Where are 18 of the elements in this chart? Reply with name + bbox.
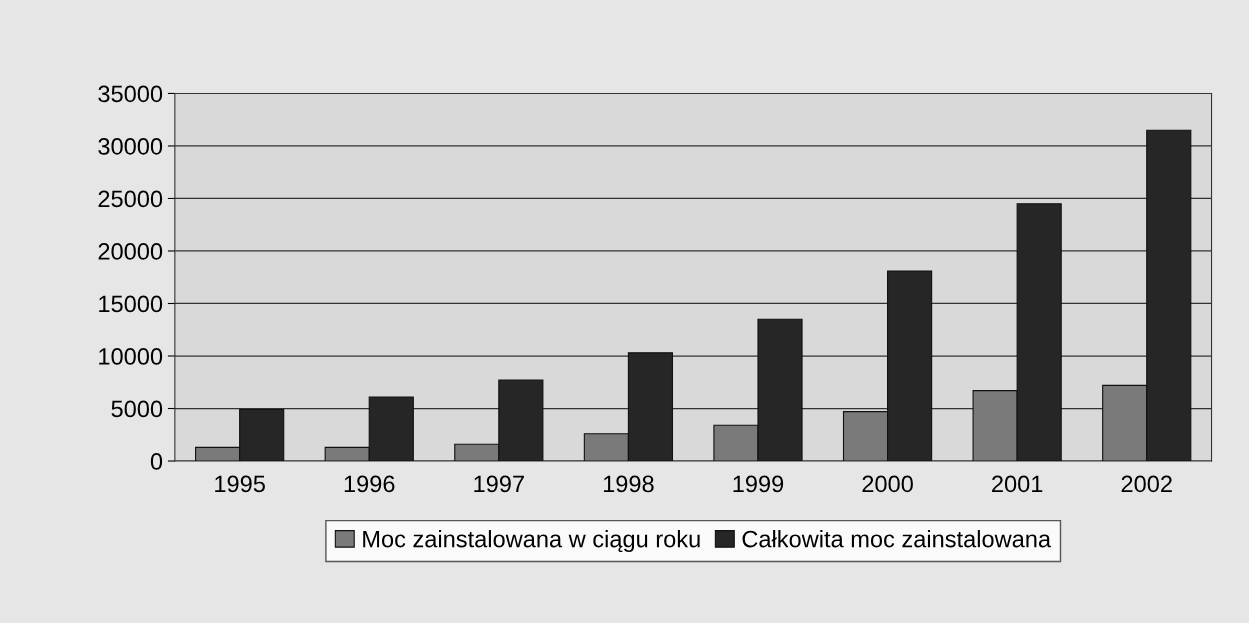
- y-tick-label: 30000: [98, 138, 163, 155]
- y-tick-label: 10000: [99, 348, 163, 365]
- x-tick-label: 2001: [992, 475, 1043, 493]
- y-tick-label: 20000: [98, 243, 163, 260]
- x-tick-label: 2000: [862, 475, 913, 493]
- y-tick-label: 5000: [111, 400, 163, 418]
- y-tick-label: 15000: [99, 295, 163, 313]
- x-tick-label: 1995: [215, 475, 265, 493]
- x-tick-label: 1996: [344, 475, 395, 493]
- x-tick-label: 1997: [474, 475, 524, 493]
- y-tick-label: 0: [150, 453, 163, 470]
- x-tick-label: 1999: [733, 475, 784, 493]
- x-tick-label: 2002: [1121, 475, 1172, 493]
- legend-label: Moc zainstalowana w ciągu roku: [363, 530, 700, 553]
- legend-label: Całkowita moc zainstalowana: [742, 530, 1052, 548]
- x-tick-label: 1998: [603, 475, 654, 493]
- y-tick-label: 35000: [98, 85, 163, 103]
- y-tick-label: 25000: [98, 190, 163, 208]
